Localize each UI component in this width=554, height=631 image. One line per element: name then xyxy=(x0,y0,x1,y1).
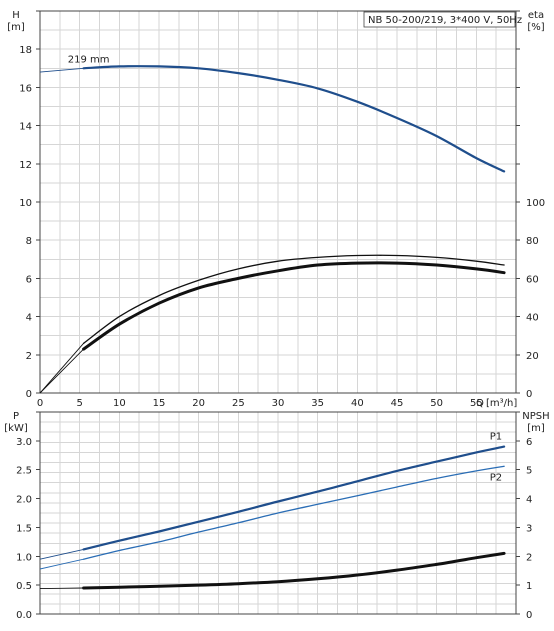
series-p2-line xyxy=(82,465,505,560)
series-label-p2: P2 xyxy=(490,472,502,483)
left-axis-tick-label: 0 xyxy=(26,389,32,400)
left-axis-tick-label: 2.5 xyxy=(16,466,32,477)
right-axis-unit: [%] xyxy=(527,22,544,33)
left-axis-tick-label: 8 xyxy=(26,236,32,247)
series-label-p1: P1 xyxy=(490,432,502,443)
left-axis-tick-label: 1.5 xyxy=(16,523,32,534)
series-npsh-line xyxy=(82,551,506,590)
x-axis-tick-label: 40 xyxy=(351,398,364,409)
left-axis-tick-label: 18 xyxy=(19,45,32,56)
x-axis-tick-label: 35 xyxy=(311,398,324,409)
right-axis-tick-label: 100 xyxy=(526,198,545,209)
left-axis-label: P xyxy=(13,411,19,422)
series-npsh-extrapolated-line xyxy=(39,587,84,590)
left-axis-tick-label: 16 xyxy=(19,83,32,94)
right-axis-label: eta xyxy=(528,10,544,21)
left-axis-tick-label: 0.5 xyxy=(16,581,32,592)
series-head-line xyxy=(82,65,506,173)
series-p2-extrapolated-line xyxy=(39,558,84,570)
chart-title-text: NB 50-200/219, 3*400 V, 50Hz xyxy=(368,15,522,26)
title-box xyxy=(363,11,516,28)
right-axis-tick-label: 3 xyxy=(526,523,532,534)
right-axis-tick-label: 6 xyxy=(526,437,532,448)
plot-frame xyxy=(39,411,517,615)
right-axis-tick-label: 2 xyxy=(526,552,532,563)
x-axis-tick-label: 25 xyxy=(232,398,245,409)
right-axis-tick-label: 0 xyxy=(526,610,532,621)
left-axis-tick-label: 3.0 xyxy=(16,437,32,448)
x-axis-label: Q xyxy=(476,398,484,409)
left-axis-tick-label: 10 xyxy=(19,198,32,209)
series-p1-line xyxy=(82,445,506,551)
right-axis-tick-label: 60 xyxy=(526,274,539,285)
right-axis-label: NPSH xyxy=(522,411,549,422)
left-axis-unit: [m] xyxy=(7,22,25,33)
x-axis-tick-label: 50 xyxy=(430,398,443,409)
x-axis-tick-label: 30 xyxy=(272,398,285,409)
right-axis-tick-label: 20 xyxy=(526,351,539,362)
x-axis-tick-label: 20 xyxy=(192,398,205,409)
left-axis-tick-label: 14 xyxy=(19,122,32,133)
right-axis-tick-label: 40 xyxy=(526,313,539,324)
right-axis-tick-label: 1 xyxy=(526,581,532,592)
series-head-extrapolated-line xyxy=(39,67,84,73)
x-axis-unit: [m³/h] xyxy=(486,398,517,409)
left-axis-unit: [kW] xyxy=(4,423,28,434)
x-axis-tick-label: 55 xyxy=(470,398,483,409)
right-axis-tick-label: 0 xyxy=(526,389,532,400)
right-axis-tick-label: 80 xyxy=(526,236,539,247)
left-axis-tick-label: 6 xyxy=(26,274,32,285)
series-eta-2-line xyxy=(82,261,506,351)
x-axis-tick-label: 0 xyxy=(37,398,43,409)
x-axis-tick-label: 15 xyxy=(153,398,166,409)
right-axis-tick-label: 4 xyxy=(526,495,532,506)
series-eta-1-extrapolated-line xyxy=(39,343,84,394)
left-axis-tick-label: 4 xyxy=(26,313,32,324)
left-axis-tick-label: 1.0 xyxy=(16,552,32,563)
right-axis-unit: [m] xyxy=(527,423,545,434)
right-axis-tick-label: 5 xyxy=(526,466,532,477)
x-axis-tick-label: 45 xyxy=(391,398,404,409)
x-axis-tick-label: 5 xyxy=(76,398,82,409)
left-axis-label: H xyxy=(12,10,20,21)
series-p1-extrapolated-line xyxy=(39,548,84,560)
x-axis-tick-label: 10 xyxy=(113,398,126,409)
impeller-diameter-annotation: 219 mm xyxy=(68,54,110,65)
series-eta-1-line xyxy=(82,254,505,344)
left-axis-tick-label: 2.0 xyxy=(16,495,32,506)
left-axis-tick-label: 12 xyxy=(19,160,32,171)
left-axis-tick-label: 2 xyxy=(26,351,32,362)
series-eta-2-extrapolated-line xyxy=(39,348,84,394)
left-axis-tick-label: 0.0 xyxy=(16,610,32,621)
